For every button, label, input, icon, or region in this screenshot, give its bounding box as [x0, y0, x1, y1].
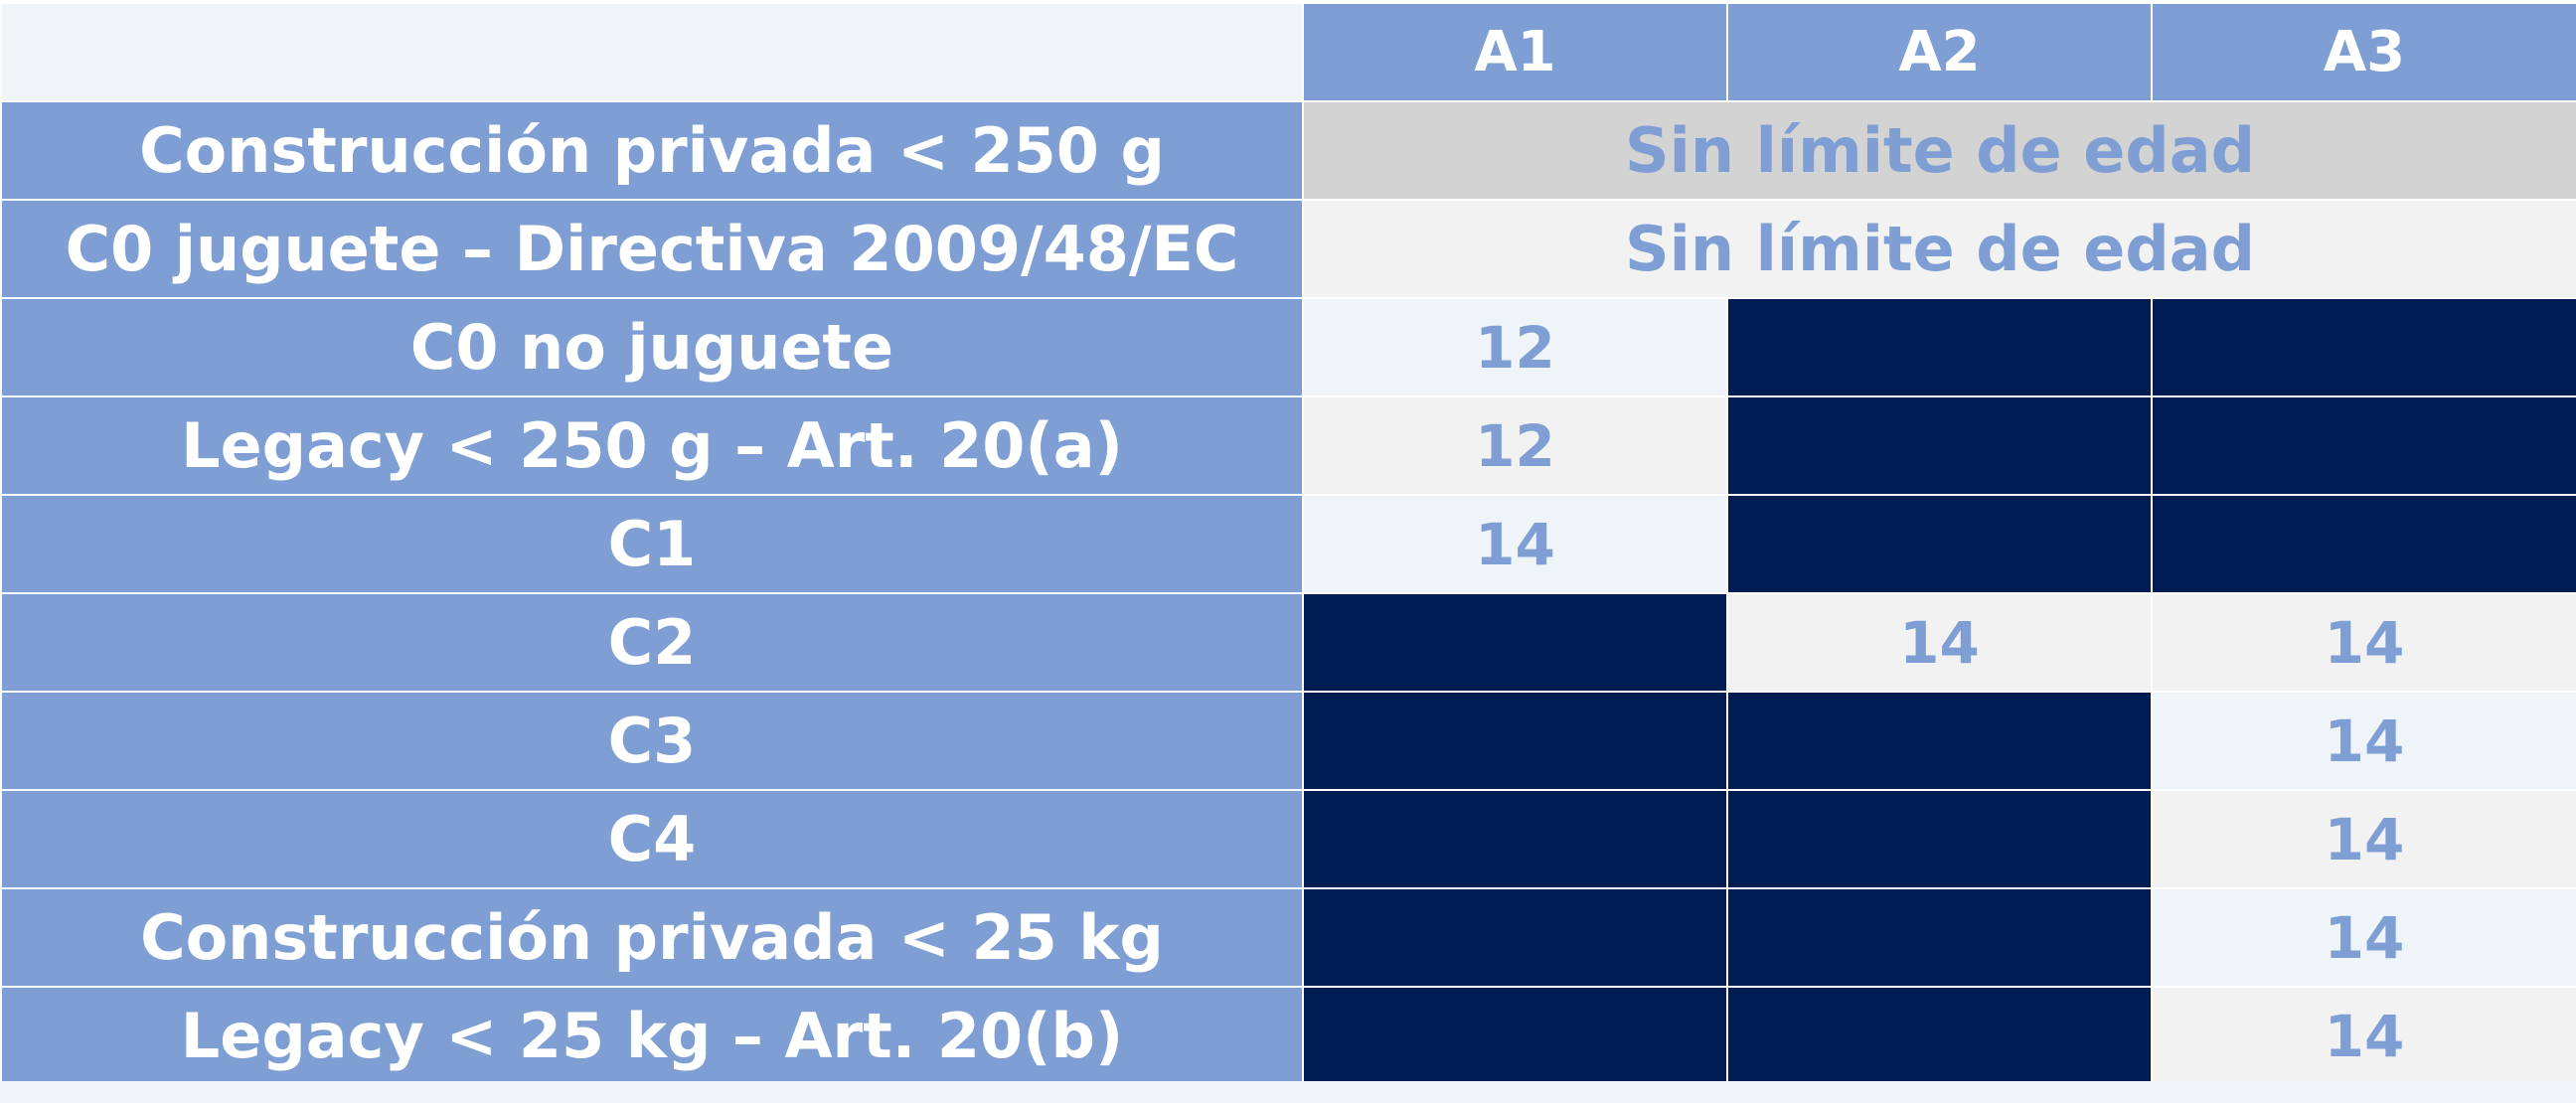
not-applicable-cell	[1726, 395, 2153, 496]
bottom-strip	[0, 1081, 2576, 1103]
not-applicable-cell	[1726, 887, 2153, 988]
corner-cell	[0, 2, 1304, 102]
row-label: Legacy < 25 kg – Art. 20(b)	[0, 986, 1304, 1086]
not-applicable-cell	[1302, 986, 1728, 1086]
column-header-a2: A2	[1726, 2, 2153, 102]
table-row: C1 14	[0, 494, 2576, 594]
row-label: C3	[0, 691, 1304, 791]
table-row: C2 14 14	[0, 592, 2576, 693]
row-label: Construcción privada < 25 kg	[0, 887, 1304, 988]
age-cell-a3: 14	[2151, 691, 2576, 791]
table-row: Construcción privada < 250 g Sin límite …	[0, 100, 2576, 201]
not-applicable-cell	[1302, 887, 1728, 988]
table-row: Legacy < 25 kg – Art. 20(b) 14	[0, 986, 2576, 1086]
table-row: Legacy < 250 g – Art. 20(a) 12	[0, 395, 2576, 496]
not-applicable-cell	[1726, 691, 2153, 791]
row-label: C0 juguete – Directiva 2009/48/EC	[0, 199, 1304, 299]
age-cell-a1: 14	[1302, 494, 1728, 594]
not-applicable-cell	[2151, 297, 2576, 397]
row-label: C2	[0, 592, 1304, 693]
not-applicable-cell	[1302, 789, 1728, 889]
table-row: C0 no juguete 12	[0, 297, 2576, 397]
table-row: C0 juguete – Directiva 2009/48/EC Sin lí…	[0, 199, 2576, 299]
not-applicable-cell	[1302, 691, 1728, 791]
not-applicable-cell	[1726, 494, 2153, 594]
table-row: C3 14	[0, 691, 2576, 791]
header-row: A1 A2 A3	[0, 2, 2576, 102]
row-label: C0 no juguete	[0, 297, 1304, 397]
row-label: C4	[0, 789, 1304, 889]
age-cell-a3: 14	[2151, 986, 2576, 1086]
not-applicable-cell	[1726, 789, 2153, 889]
no-age-limit-cell: Sin límite de edad	[1302, 199, 2576, 299]
row-label: Legacy < 250 g – Art. 20(a)	[0, 395, 1304, 496]
not-applicable-cell	[1726, 297, 2153, 397]
not-applicable-cell	[1726, 986, 2153, 1086]
not-applicable-cell	[1302, 592, 1728, 693]
age-cell-a3: 14	[2151, 789, 2576, 889]
no-age-limit-cell: Sin límite de edad	[1302, 100, 2576, 201]
column-header-a1: A1	[1302, 2, 1728, 102]
not-applicable-cell	[2151, 494, 2576, 594]
age-cell-a1: 12	[1302, 395, 1728, 496]
column-header-a3: A3	[2151, 2, 2576, 102]
table-row: C4 14	[0, 789, 2576, 889]
row-label: Construcción privada < 250 g	[0, 100, 1304, 201]
age-cell-a3: 14	[2151, 887, 2576, 988]
age-cell-a2: 14	[1726, 592, 2153, 693]
age-cell-a3: 14	[2151, 592, 2576, 693]
row-label: C1	[0, 494, 1304, 594]
table-row: Construcción privada < 25 kg 14	[0, 887, 2576, 988]
age-cell-a1: 12	[1302, 297, 1728, 397]
not-applicable-cell	[2151, 395, 2576, 496]
